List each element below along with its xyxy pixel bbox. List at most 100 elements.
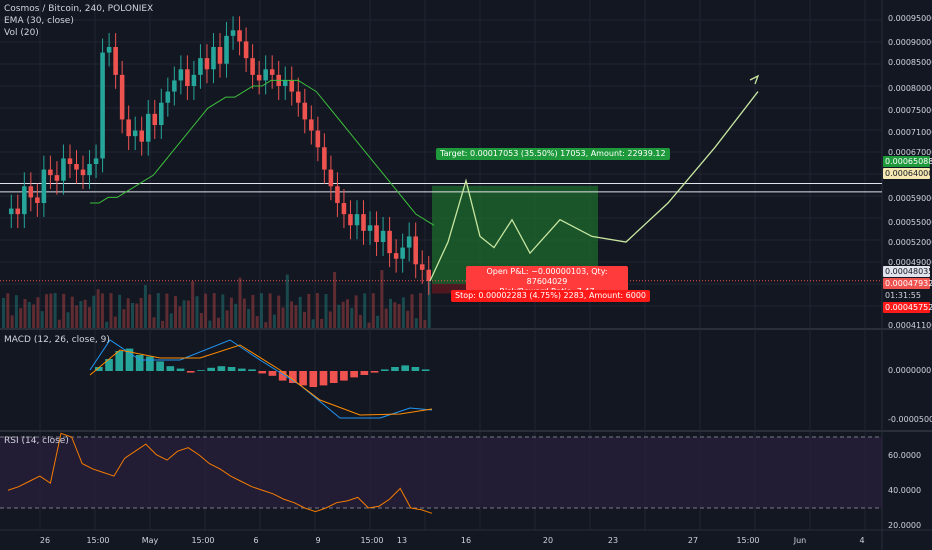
volume-bar	[32, 304, 36, 328]
candle-body	[400, 247, 405, 259]
macd-histogram-bar	[340, 371, 348, 381]
macd-histogram-bar	[105, 359, 113, 371]
volume-bar	[2, 298, 5, 328]
volume-bar	[238, 277, 242, 328]
stop-label: Stop: 0.00002283 (4.75%) 2283, Amount: 6…	[451, 290, 650, 302]
macd-legend: MACD (12, 26, close, 9)	[4, 335, 110, 345]
volume-bar	[204, 293, 208, 328]
volume-bar	[122, 309, 126, 328]
time-tick-label: 15:00	[86, 536, 109, 545]
volume-bar	[427, 268, 431, 328]
candle-body	[119, 74, 125, 120]
time-tick-label: 13	[397, 536, 407, 545]
volume-bar	[251, 294, 255, 328]
candle-body	[269, 69, 275, 75]
volume-bar	[376, 315, 380, 328]
volume-bar	[165, 293, 169, 328]
volume-bar	[315, 293, 319, 328]
candle-body	[48, 169, 53, 176]
volume-bar	[53, 293, 57, 328]
rsi-line	[7, 432, 433, 514]
volume-bar	[320, 318, 324, 328]
volume-bar	[307, 293, 311, 328]
macd-histogram-bar	[421, 369, 430, 371]
candle-body	[406, 236, 412, 248]
volume-bar	[225, 310, 229, 328]
price-tick-label: 0.00059000	[888, 194, 932, 203]
volume-bar	[135, 303, 139, 328]
candle-body	[204, 58, 210, 70]
signal-line	[89, 344, 433, 416]
macd-histogram-bar	[176, 368, 185, 371]
time-tick-label: 15:00	[191, 536, 214, 545]
target-price-tag: 0.00065088	[883, 156, 932, 167]
volume-bar	[272, 314, 276, 328]
volume-bar	[247, 308, 251, 328]
volume-bar	[337, 304, 341, 328]
candle-body	[361, 214, 366, 231]
candle-body	[224, 35, 229, 64]
volume-bar	[350, 307, 354, 328]
volume-bar	[100, 293, 104, 328]
volume-bar	[88, 307, 91, 328]
symbol-title: Cosmos / Bitcoin, 240, POLONIEX	[4, 4, 154, 14]
volume-bar	[75, 305, 79, 328]
candle-body	[263, 69, 268, 81]
volume-bar	[131, 302, 134, 328]
volume-bar	[40, 311, 44, 328]
candle-body	[80, 169, 86, 176]
volume-bar	[96, 289, 100, 328]
volume-bar	[363, 293, 367, 328]
volume-bar	[367, 322, 371, 328]
volume-bar	[290, 301, 294, 328]
macd-histogram-bar	[309, 371, 318, 387]
time-tick-label: 16	[461, 536, 471, 545]
candle-body	[211, 47, 216, 70]
time-tick-label: 23	[608, 536, 618, 545]
volume-bar	[174, 296, 177, 328]
candle-body	[152, 113, 158, 125]
time-tick-label: 27	[688, 536, 698, 545]
volume-bar	[419, 293, 423, 328]
volume-bar	[242, 298, 246, 328]
time-tick-label: 6	[253, 536, 258, 545]
volume-bar	[113, 316, 117, 328]
volume-bar	[328, 311, 332, 328]
volume-bar	[384, 308, 388, 328]
macd-histogram-bar	[289, 371, 297, 383]
volume-bar	[294, 305, 298, 328]
candle-body	[100, 52, 105, 159]
macd-histogram-bar	[115, 351, 124, 371]
candle-body	[341, 203, 347, 215]
candle-body	[230, 30, 236, 36]
volume-bar	[105, 321, 109, 328]
candle-body	[172, 80, 177, 92]
countdown-tag: 01:31:55	[883, 290, 930, 301]
candle-body	[217, 47, 223, 64]
candle-body	[413, 236, 418, 265]
candle-body	[28, 186, 34, 198]
macd-histogram-bar	[207, 367, 215, 371]
volume-bar	[118, 294, 122, 328]
macd-histogram-bar	[156, 361, 164, 371]
macd-histogram-bar	[319, 371, 328, 386]
candle-body	[315, 130, 321, 148]
candle-body	[8, 208, 14, 215]
price-tick-label: 0.00071000	[888, 128, 932, 137]
stop-level-tag: 0.00045752	[883, 302, 932, 313]
macd-histogram-bar	[299, 371, 307, 386]
volume-bar	[423, 320, 427, 328]
volume-bar	[169, 313, 173, 328]
volume-bar	[49, 293, 53, 328]
projection-path	[429, 91, 759, 282]
volume-bar	[109, 293, 113, 328]
volume-legend: Vol (20)	[4, 28, 39, 38]
time-tick-label: May	[142, 536, 159, 545]
macd-histogram-bar	[278, 371, 287, 381]
volume-bar	[79, 301, 83, 328]
candle-body	[426, 269, 432, 281]
candle-body	[191, 74, 197, 86]
ema-line	[90, 79, 435, 226]
volume-bar	[277, 295, 281, 328]
